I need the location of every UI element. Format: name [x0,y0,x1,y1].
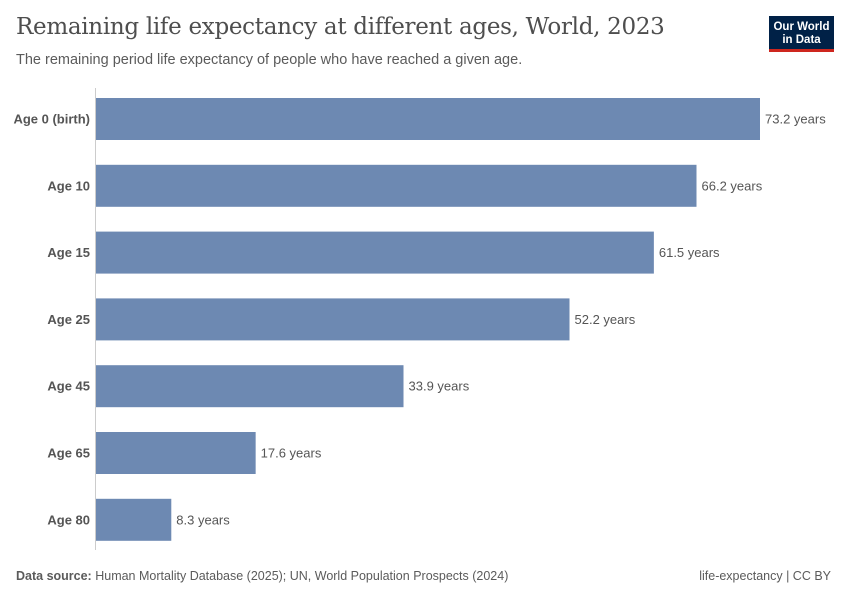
source-label: Data source: [16,569,92,583]
data-label: 17.6 years [261,446,322,461]
category-label: Age 80 [47,512,90,527]
category-label: Age 15 [47,245,90,260]
footer-license[interactable]: life-expectancy | CC BY [699,569,831,583]
data-label: 8.3 years [176,512,230,527]
chart-title: Remaining life expectancy at different a… [16,14,665,40]
bar[interactable] [96,298,570,341]
data-label: 73.2 years [765,112,826,127]
bar[interactable] [96,231,654,274]
bar[interactable] [96,432,256,474]
data-label: 52.2 years [575,312,636,327]
bar[interactable] [96,98,760,140]
data-label: 33.9 years [409,379,470,394]
data-label: 61.5 years [659,245,720,260]
source-text[interactable]: Human Mortality Database (2025); UN, Wor… [95,569,509,583]
category-label: Age 10 [47,178,90,193]
category-label: Age 25 [47,312,90,327]
owid-logo[interactable]: Our World in Data [769,16,834,52]
category-label: Age 0 (birth) [13,112,90,127]
data-source: Data source: Human Mortality Database (2… [16,569,508,583]
chart-subtitle: The remaining period life expectancy of … [16,52,523,68]
bar[interactable] [96,498,172,541]
bar[interactable] [96,164,697,207]
category-label: Age 65 [47,446,90,461]
bar[interactable] [96,365,404,408]
data-label: 66.2 years [702,178,763,193]
category-label: Age 45 [47,379,90,394]
